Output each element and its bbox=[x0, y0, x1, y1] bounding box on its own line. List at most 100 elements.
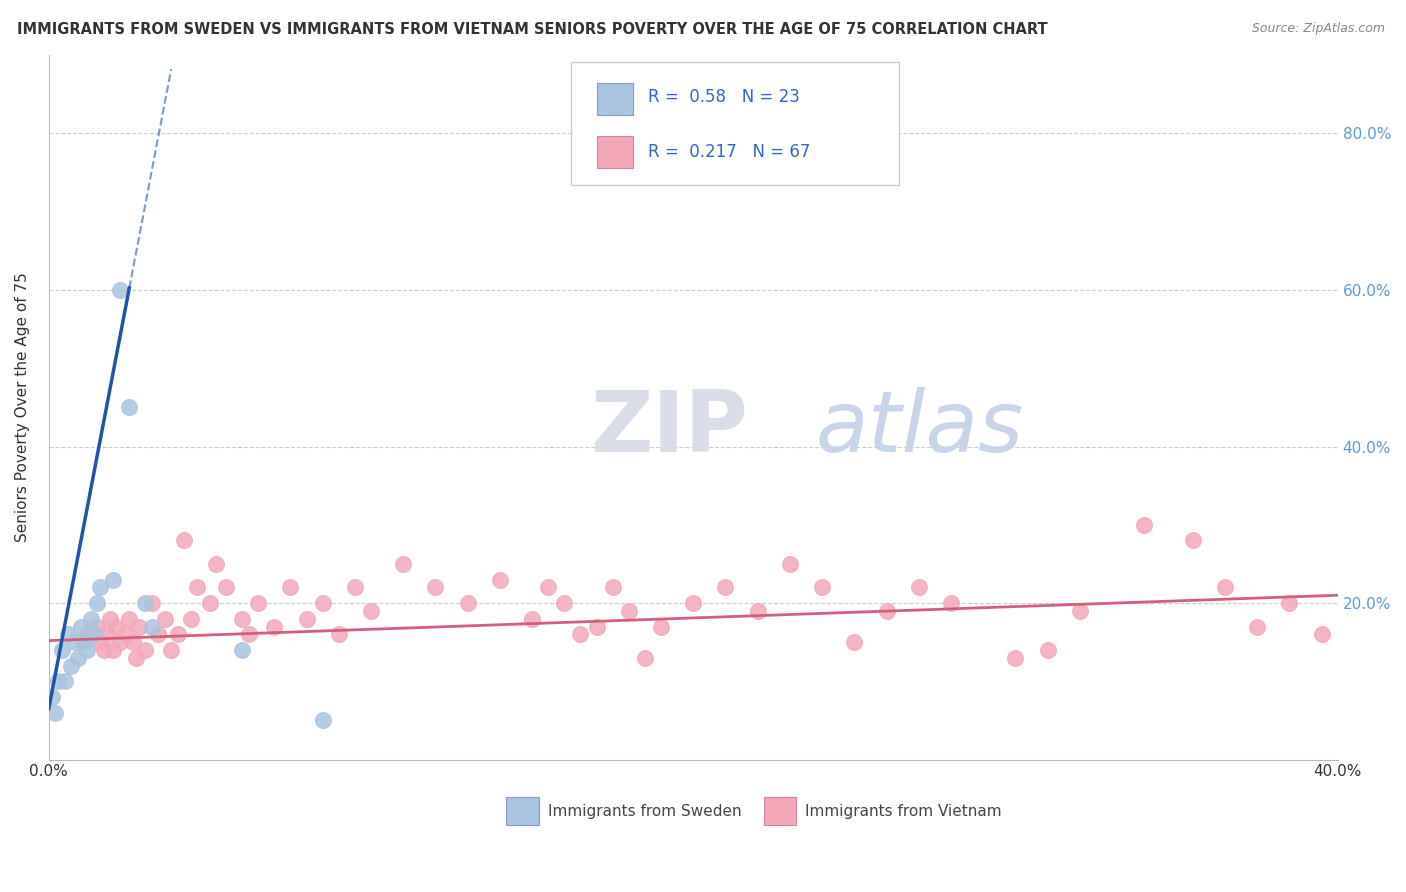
FancyBboxPatch shape bbox=[506, 797, 538, 825]
Text: IMMIGRANTS FROM SWEDEN VS IMMIGRANTS FROM VIETNAM SENIORS POVERTY OVER THE AGE O: IMMIGRANTS FROM SWEDEN VS IMMIGRANTS FRO… bbox=[17, 22, 1047, 37]
Point bbox=[98, 612, 121, 626]
Point bbox=[83, 627, 105, 641]
Text: Immigrants from Vietnam: Immigrants from Vietnam bbox=[806, 804, 1002, 819]
Point bbox=[1069, 604, 1091, 618]
Point bbox=[134, 643, 156, 657]
Point bbox=[617, 604, 640, 618]
Text: atlas: atlas bbox=[815, 387, 1024, 470]
FancyBboxPatch shape bbox=[571, 62, 900, 186]
Point bbox=[153, 612, 176, 626]
Point bbox=[86, 596, 108, 610]
Point bbox=[1181, 533, 1204, 548]
Point bbox=[198, 596, 221, 610]
Point bbox=[118, 401, 141, 415]
Point bbox=[121, 635, 143, 649]
Point bbox=[280, 581, 302, 595]
Point bbox=[520, 612, 543, 626]
Text: Immigrants from Sweden: Immigrants from Sweden bbox=[547, 804, 741, 819]
Point bbox=[53, 674, 76, 689]
Point bbox=[108, 635, 131, 649]
Point bbox=[186, 581, 208, 595]
Point bbox=[343, 581, 366, 595]
Text: ZIP: ZIP bbox=[591, 387, 748, 470]
Text: Source: ZipAtlas.com: Source: ZipAtlas.com bbox=[1251, 22, 1385, 36]
Point bbox=[231, 612, 253, 626]
Point bbox=[392, 557, 415, 571]
Point bbox=[141, 596, 163, 610]
FancyBboxPatch shape bbox=[596, 136, 633, 168]
Point bbox=[1310, 627, 1333, 641]
Point bbox=[148, 627, 170, 641]
Point bbox=[166, 627, 188, 641]
Point bbox=[1213, 581, 1236, 595]
Point bbox=[180, 612, 202, 626]
Point bbox=[79, 612, 101, 626]
FancyBboxPatch shape bbox=[596, 83, 633, 115]
Point bbox=[553, 596, 575, 610]
Point bbox=[89, 635, 111, 649]
Point bbox=[60, 658, 83, 673]
Point bbox=[569, 627, 592, 641]
Point bbox=[66, 650, 89, 665]
Point bbox=[70, 619, 93, 633]
Text: R =  0.217   N = 67: R = 0.217 N = 67 bbox=[648, 143, 810, 161]
Point bbox=[44, 706, 66, 720]
Point bbox=[103, 643, 125, 657]
Point bbox=[425, 581, 447, 595]
Point bbox=[118, 612, 141, 626]
Point bbox=[844, 635, 866, 649]
Point bbox=[125, 650, 148, 665]
Point bbox=[93, 643, 115, 657]
Point bbox=[108, 283, 131, 297]
Point bbox=[1278, 596, 1301, 610]
Point bbox=[56, 627, 79, 641]
Point bbox=[779, 557, 801, 571]
Point bbox=[231, 643, 253, 657]
Y-axis label: Seniors Poverty Over the Age of 75: Seniors Poverty Over the Age of 75 bbox=[15, 272, 30, 542]
Point bbox=[682, 596, 704, 610]
Point bbox=[76, 643, 98, 657]
Point bbox=[141, 619, 163, 633]
Point bbox=[714, 581, 737, 595]
Point bbox=[1004, 650, 1026, 665]
Text: R =  0.58   N = 23: R = 0.58 N = 23 bbox=[648, 88, 800, 106]
Point bbox=[115, 627, 138, 641]
Point bbox=[128, 619, 150, 633]
Point bbox=[89, 581, 111, 595]
Point bbox=[76, 627, 98, 641]
Point bbox=[1133, 517, 1156, 532]
Point bbox=[263, 619, 285, 633]
Point bbox=[105, 619, 128, 633]
Point bbox=[537, 581, 560, 595]
Point bbox=[585, 619, 607, 633]
Point bbox=[360, 604, 382, 618]
Point bbox=[160, 643, 183, 657]
Point bbox=[1246, 619, 1268, 633]
Point bbox=[1036, 643, 1059, 657]
Point bbox=[86, 619, 108, 633]
Point bbox=[295, 612, 318, 626]
Point bbox=[41, 690, 63, 704]
Point bbox=[328, 627, 350, 641]
Point bbox=[134, 596, 156, 610]
FancyBboxPatch shape bbox=[763, 797, 796, 825]
Point bbox=[63, 635, 86, 649]
Point bbox=[811, 581, 834, 595]
Point bbox=[457, 596, 479, 610]
Point bbox=[939, 596, 962, 610]
Point bbox=[103, 573, 125, 587]
Point bbox=[73, 635, 96, 649]
Point bbox=[215, 581, 238, 595]
Point bbox=[173, 533, 195, 548]
Point bbox=[907, 581, 929, 595]
Point bbox=[311, 714, 333, 728]
Point bbox=[650, 619, 672, 633]
Point bbox=[205, 557, 228, 571]
Point bbox=[96, 627, 118, 641]
Point bbox=[311, 596, 333, 610]
Point bbox=[238, 627, 260, 641]
Point bbox=[51, 643, 73, 657]
Point bbox=[634, 650, 657, 665]
Point bbox=[876, 604, 898, 618]
Point bbox=[247, 596, 270, 610]
